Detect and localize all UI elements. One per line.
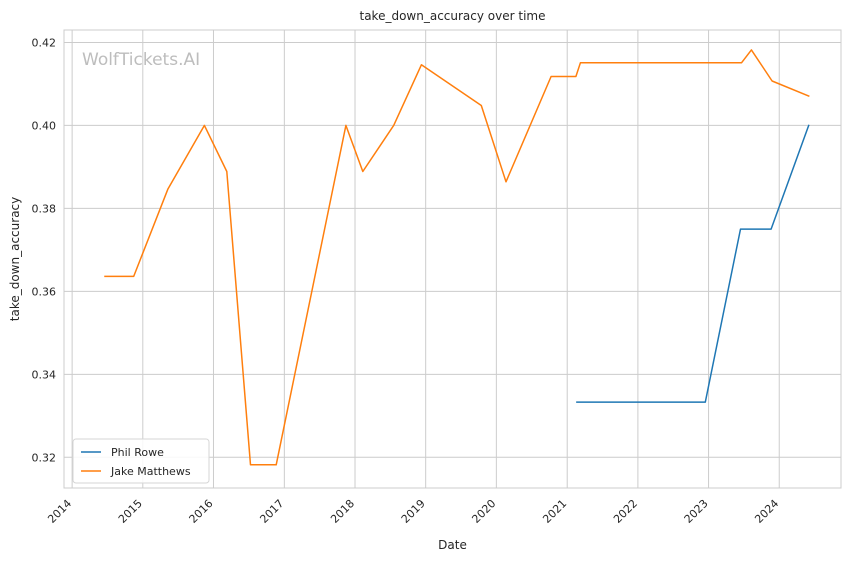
grid-lines xyxy=(64,30,841,488)
legend-label-0: Phil Rowe xyxy=(111,446,164,459)
chart-title: take_down_accuracy over time xyxy=(360,9,546,23)
x-axis-label: Date xyxy=(438,538,467,552)
legend: Phil Rowe Jake Matthews xyxy=(72,438,210,484)
series-lines xyxy=(104,49,810,466)
y-axis-label: take_down_accuracy xyxy=(8,197,22,321)
legend-box xyxy=(72,438,210,484)
y-tick-labels: 0.32 0.34 0.36 0.38 0.40 0.42 xyxy=(32,36,57,464)
legend-label-1: Jake Matthews xyxy=(110,465,191,478)
watermark: WolfTickets.AI xyxy=(82,50,200,70)
y-tick-label: 0.40 xyxy=(32,119,57,132)
y-tick-label: 0.32 xyxy=(32,451,57,464)
y-tick-label: 0.36 xyxy=(32,285,57,298)
y-tick-label: 0.42 xyxy=(32,36,57,49)
series-line-0 xyxy=(576,124,810,403)
y-tick-label: 0.38 xyxy=(32,202,57,215)
y-tick-label: 0.34 xyxy=(32,368,57,381)
series-line-1 xyxy=(104,49,810,466)
plot-frame xyxy=(63,29,842,489)
